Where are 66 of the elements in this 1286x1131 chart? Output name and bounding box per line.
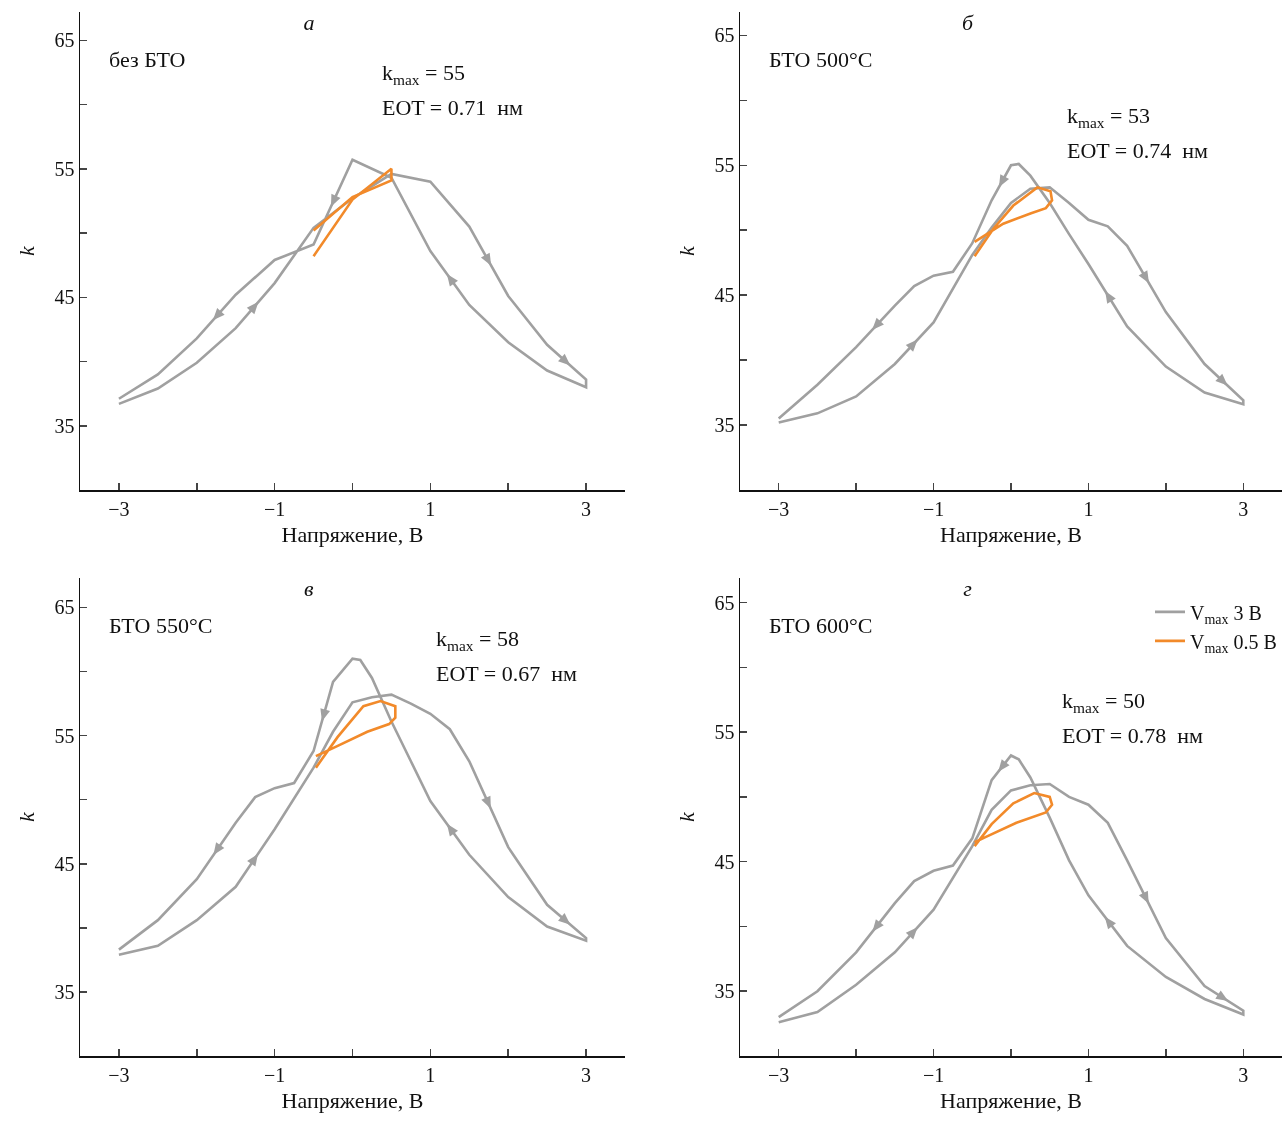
annotation: EOT = 0.71 нм <box>382 95 524 120</box>
x-tick-label: −3 <box>768 497 790 520</box>
x-tick-label: 3 <box>1238 497 1249 520</box>
x-tick-label: −1 <box>264 1063 286 1086</box>
chart-title: б <box>962 9 975 35</box>
y-tick-label: 35 <box>714 980 735 1003</box>
annotation: k$_{max}$ = 55 <box>382 60 465 88</box>
y-axis-title: k <box>13 810 39 822</box>
y-tick-label: 45 <box>54 286 75 309</box>
annotation: БТО 550°C <box>109 613 213 638</box>
x-tick-label: 3 <box>1238 1063 1249 1086</box>
x-tick-label: −1 <box>922 497 945 520</box>
x-axis-title: Напряжение, В <box>940 522 1082 548</box>
chart-title: в <box>304 575 315 601</box>
x-tick-label: −1 <box>264 497 286 520</box>
y-tick-label: 55 <box>714 721 735 744</box>
y-tick-label: 65 <box>714 24 735 47</box>
y-tick-label: 65 <box>714 591 735 614</box>
annotation: k$_{max}$ = 50 <box>1062 688 1145 716</box>
annotation: EOT = 0.67 нм <box>436 661 578 686</box>
x-tick-label: 1 <box>1083 1063 1094 1086</box>
annotation: БТО 500°C <box>769 47 873 72</box>
x-tick-label: −3 <box>108 1063 130 1086</box>
y-axis-title: k <box>13 244 39 256</box>
x-tick-label: 1 <box>425 497 436 520</box>
line-series <box>314 699 397 769</box>
chart-title: а <box>303 9 315 35</box>
annotation: БТО 600°C <box>769 613 873 638</box>
x-tick-label: 1 <box>425 1063 436 1086</box>
x-tick-label: −3 <box>108 497 130 520</box>
annotation: EOT = 0.78 нм <box>1062 723 1204 748</box>
legend-label: V$_{max}$ 0.5 В <box>1190 630 1277 656</box>
chart-title: г <box>963 575 973 601</box>
line-series <box>777 162 1245 424</box>
line-series <box>312 167 393 258</box>
x-tick-label: −3 <box>768 1063 790 1086</box>
x-axis-title: Напряжение, В <box>940 1088 1082 1114</box>
y-tick-label: 55 <box>54 724 75 747</box>
annotation: EOT = 0.74 нм <box>1067 138 1209 163</box>
x-tick-label: 3 <box>581 1063 592 1086</box>
x-tick-label: 3 <box>581 497 592 520</box>
x-tick-label: 1 <box>1083 497 1094 520</box>
annotation: k$_{max}$ = 53 <box>1067 103 1150 131</box>
y-tick-label: 65 <box>54 596 75 619</box>
annotation: без БТО <box>109 47 186 72</box>
annotation: k$_{max}$ = 58 <box>436 626 519 654</box>
y-tick-label: 35 <box>54 980 75 1003</box>
y-tick-label: 35 <box>714 414 735 437</box>
y-axis-title: k <box>673 244 699 256</box>
x-axis-title: Напряжение, В <box>281 1088 424 1114</box>
line-series <box>117 158 588 406</box>
y-tick-label: 55 <box>714 154 735 177</box>
line-series <box>973 791 1054 848</box>
y-tick-label: 45 <box>714 850 735 873</box>
y-tick-label: 45 <box>714 284 735 307</box>
line-series <box>777 754 1245 1024</box>
y-tick-label: 45 <box>54 852 75 875</box>
line-series <box>117 657 588 957</box>
x-tick-label: −1 <box>922 1063 945 1086</box>
x-axis-title: Напряжение, В <box>281 522 424 548</box>
legend-label: V$_{max}$ 3 В <box>1190 601 1262 627</box>
y-axis-title: k <box>673 810 699 822</box>
y-tick-label: 65 <box>54 29 75 52</box>
line-series <box>973 186 1054 258</box>
y-tick-label: 35 <box>54 414 75 437</box>
y-tick-label: 55 <box>54 157 75 180</box>
